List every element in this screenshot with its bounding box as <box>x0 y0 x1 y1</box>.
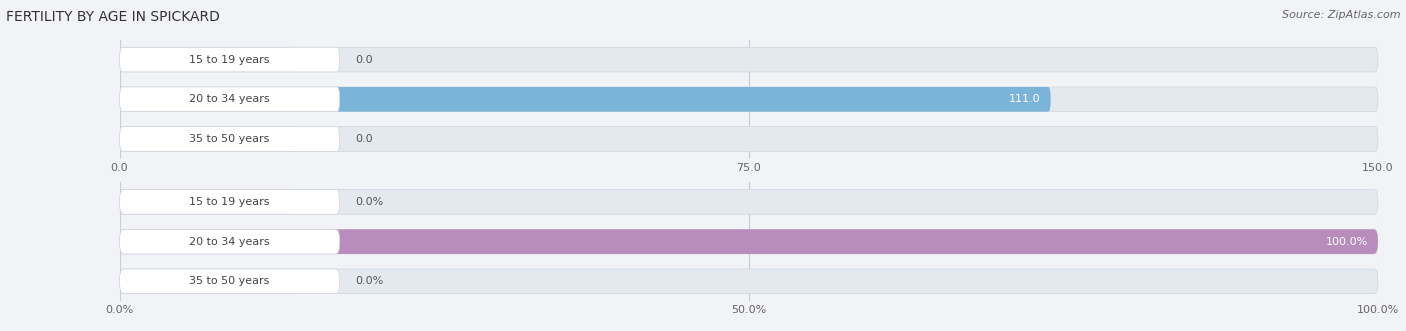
FancyBboxPatch shape <box>120 269 1378 294</box>
FancyBboxPatch shape <box>120 229 340 254</box>
Text: 0.0%: 0.0% <box>354 276 382 286</box>
FancyBboxPatch shape <box>120 269 340 294</box>
Text: Source: ZipAtlas.com: Source: ZipAtlas.com <box>1282 10 1400 20</box>
Text: 20 to 34 years: 20 to 34 years <box>190 237 270 247</box>
Text: 0.0: 0.0 <box>354 55 373 65</box>
FancyBboxPatch shape <box>120 47 1378 72</box>
FancyBboxPatch shape <box>120 229 1378 254</box>
FancyBboxPatch shape <box>120 269 295 294</box>
FancyBboxPatch shape <box>120 127 340 151</box>
FancyBboxPatch shape <box>120 190 1378 214</box>
FancyBboxPatch shape <box>120 87 1378 112</box>
Text: 35 to 50 years: 35 to 50 years <box>190 134 270 144</box>
Text: 111.0: 111.0 <box>1010 94 1040 104</box>
FancyBboxPatch shape <box>120 87 340 112</box>
Text: 100.0%: 100.0% <box>1326 237 1368 247</box>
FancyBboxPatch shape <box>120 127 1378 151</box>
FancyBboxPatch shape <box>120 47 340 72</box>
Text: 0.0: 0.0 <box>354 134 373 144</box>
Text: 15 to 19 years: 15 to 19 years <box>190 55 270 65</box>
Text: 35 to 50 years: 35 to 50 years <box>190 276 270 286</box>
FancyBboxPatch shape <box>120 47 295 72</box>
FancyBboxPatch shape <box>120 127 295 151</box>
Text: 20 to 34 years: 20 to 34 years <box>190 94 270 104</box>
Text: FERTILITY BY AGE IN SPICKARD: FERTILITY BY AGE IN SPICKARD <box>6 10 219 24</box>
FancyBboxPatch shape <box>120 190 295 214</box>
FancyBboxPatch shape <box>120 229 1378 254</box>
FancyBboxPatch shape <box>120 87 1050 112</box>
Text: 15 to 19 years: 15 to 19 years <box>190 197 270 207</box>
Text: 0.0%: 0.0% <box>354 197 382 207</box>
FancyBboxPatch shape <box>120 190 340 214</box>
